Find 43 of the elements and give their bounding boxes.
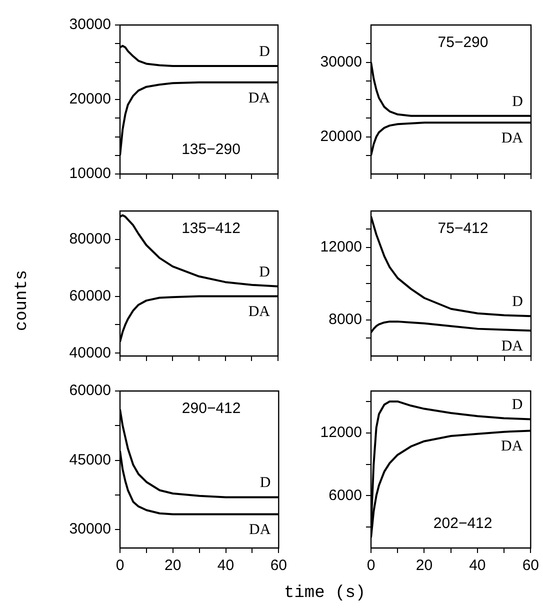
series-label: D (512, 397, 523, 414)
x-tick-label: 0 (116, 557, 124, 574)
y-tick-label: 8000 (328, 310, 362, 328)
y-tick-label: 20000 (320, 128, 362, 145)
y-tick-label: 12000 (320, 424, 362, 442)
y-tick-label: 20000 (69, 90, 111, 108)
y-tick-label: 80000 (69, 230, 111, 248)
x-tick-label: 40 (469, 557, 486, 574)
y-tick-label: 60000 (69, 287, 111, 304)
x-tick-label: 60 (522, 557, 539, 574)
series-label: DA (248, 522, 271, 538)
text: 290−412 (182, 400, 241, 418)
x-tick-label: 0 (366, 557, 376, 574)
x-axis-title: time (s) (284, 584, 366, 603)
y-tick-label: 45000 (69, 451, 111, 468)
y-tick-label: 10000 (69, 165, 111, 182)
text: 202−412 (433, 515, 492, 532)
y-tick-label: 30000 (69, 16, 111, 34)
series-label: D (512, 294, 524, 310)
y-tick-label: 12000 (320, 238, 362, 256)
y-tick-label: 6000 (328, 486, 362, 504)
series-label: D (260, 475, 271, 492)
y-tick-label: 30000 (320, 53, 362, 70)
series-label: D (259, 264, 270, 280)
text: 75−290 (438, 34, 488, 52)
y-tick-label: 60000 (69, 382, 111, 400)
y-axis-title: counts (12, 269, 32, 331)
y-tick-label: 40000 (69, 344, 111, 362)
y-tick-label: 30000 (69, 520, 111, 538)
series-label: DA (248, 304, 270, 320)
series-label: D (259, 44, 270, 60)
text: 135−412 (182, 220, 240, 238)
x-tick-label: 20 (164, 557, 182, 574)
x-tick-label: 40 (217, 557, 234, 574)
series-label: DA (248, 90, 270, 106)
series-label: DA (501, 130, 524, 147)
series-label: DA (500, 438, 523, 455)
x-tick-label: 60 (270, 557, 287, 574)
x-tick-label: 20 (416, 557, 433, 574)
text: 75−412 (438, 220, 488, 238)
text: 135−290 (182, 141, 240, 158)
series-label: DA (501, 338, 524, 355)
series-label: D (512, 94, 524, 110)
